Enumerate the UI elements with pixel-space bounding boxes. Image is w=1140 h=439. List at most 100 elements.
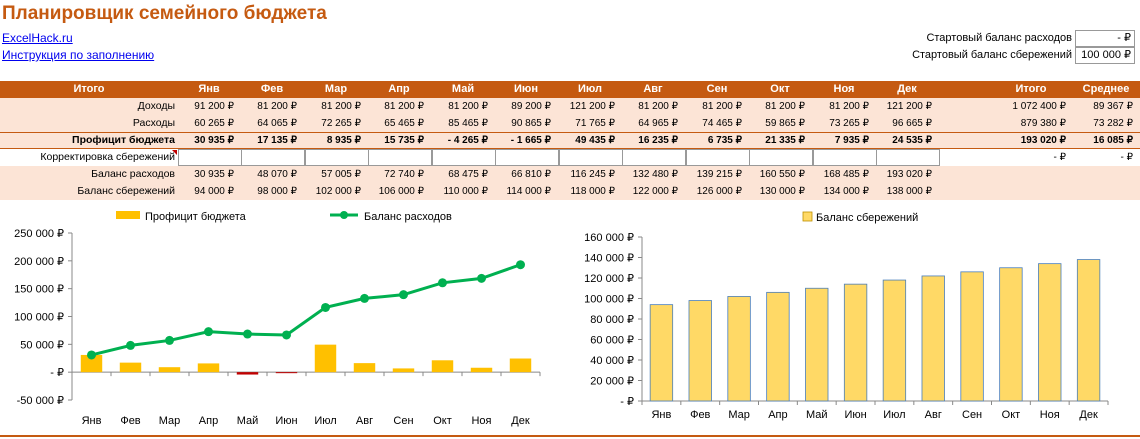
table-cell: 138 000 ₽	[886, 186, 932, 197]
month-header: Авг	[643, 83, 663, 95]
table-row	[0, 132, 1140, 149]
savings-bar	[921, 275, 945, 402]
surplus-bar	[470, 367, 493, 373]
average-header: Среднее	[1082, 83, 1130, 95]
surplus-bar	[392, 368, 415, 373]
table-row	[0, 98, 1140, 115]
adjustment-input[interactable]	[178, 149, 242, 166]
y-tick-label: 60 000 ₽	[590, 335, 634, 347]
month-header: Июн	[514, 83, 538, 95]
table-cell: 74 465 ₽	[702, 118, 742, 129]
table-cell: - 1 665 ₽	[510, 135, 551, 146]
adjustment-input[interactable]	[559, 149, 623, 166]
savings-bar	[1076, 259, 1101, 402]
table-cell: 98 000 ₽	[257, 186, 297, 197]
total-cell: 1 072 400 ₽	[1012, 101, 1066, 112]
savings-bar	[999, 267, 1023, 402]
table-row	[0, 183, 1140, 200]
table-cell: 122 000 ₽	[632, 186, 678, 197]
surplus-bar	[197, 363, 220, 373]
table-cell: 64 065 ₽	[257, 118, 297, 129]
month-header: Дек	[897, 83, 917, 95]
x-tick-label: Май	[237, 415, 259, 427]
comment-marker-icon	[172, 150, 177, 155]
adjustment-input[interactable]	[876, 149, 940, 166]
table-header-bar	[0, 81, 1140, 98]
table-cell: 81 200 ₽	[702, 101, 742, 112]
table-cell: 110 000 ₽	[443, 186, 488, 197]
table-cell: 132 480 ₽	[632, 169, 678, 180]
surplus-bar	[158, 367, 181, 373]
x-tick-label: Апр	[199, 415, 218, 427]
surplus-bar	[80, 354, 103, 373]
x-tick-label: Окт	[1002, 409, 1021, 421]
legend-bar-swatch	[116, 211, 140, 219]
savings-bar	[843, 283, 868, 402]
month-header: Ноя	[833, 83, 855, 95]
expense-balance-point	[204, 327, 213, 337]
table-cell: 65 465 ₽	[384, 118, 424, 129]
table-cell: 160 550 ₽	[759, 169, 805, 180]
average-cell	[1075, 183, 1133, 200]
table-cell: 30 935 ₽	[194, 169, 234, 180]
adjustment-input[interactable]	[241, 149, 305, 166]
expense-balance-point	[399, 290, 408, 300]
start-expenses-input[interactable]: - ₽	[1075, 30, 1135, 47]
adjustment-input[interactable]	[495, 149, 559, 166]
month-header: Мар	[324, 83, 348, 95]
x-tick-label: Июн	[844, 409, 866, 421]
table-cell: 72 265 ₽	[321, 118, 361, 129]
adjustment-input[interactable]	[622, 149, 686, 166]
legend-bar-swatch	[802, 211, 813, 222]
expense-balance-point	[87, 350, 96, 360]
x-tick-label: Ноя	[1040, 409, 1060, 421]
start-savings-input[interactable]: 100 000 ₽	[1075, 47, 1135, 64]
row-label: Доходы	[137, 100, 175, 112]
table-cell: 60 265 ₽	[194, 118, 234, 129]
table-cell: 24 535 ₽	[892, 135, 932, 146]
table-cell: 81 200 ₽	[448, 101, 488, 112]
savings-bar	[882, 279, 907, 402]
row-label: Расходы	[132, 117, 175, 129]
expense-balance-point	[360, 293, 369, 303]
x-tick-label: Мар	[159, 415, 181, 427]
adjustment-input[interactable]	[368, 149, 432, 166]
y-tick-label: -50 000 ₽	[17, 395, 64, 407]
adjustment-input[interactable]	[305, 149, 369, 166]
table-cell: 106 000 ₽	[378, 186, 424, 197]
table-row	[0, 115, 1140, 132]
month-header: Апр	[388, 83, 410, 95]
table-cell: - 4 265 ₽	[447, 135, 488, 146]
adjustment-input[interactable]	[432, 149, 496, 166]
table-cell: 7 935 ₽	[834, 135, 869, 146]
total-header: Итого	[1015, 83, 1047, 95]
table-cell: 94 000 ₽	[194, 186, 234, 197]
month-header: Фев	[260, 83, 284, 95]
savings-bar	[805, 287, 829, 402]
expense-balance-point	[243, 329, 252, 339]
table-cell: 16 235 ₽	[638, 135, 678, 146]
table-cell: 81 200 ₽	[384, 101, 424, 112]
y-tick-label: 100 000 ₽	[14, 312, 64, 324]
month-header: Май	[451, 83, 475, 95]
x-tick-label: Дек	[1079, 409, 1098, 421]
legend-label: Баланс сбережений	[816, 212, 918, 224]
table-cell: 8 935 ₽	[326, 135, 361, 146]
x-tick-label: Мар	[728, 409, 750, 421]
average-cell: 16 085 ₽	[1093, 135, 1133, 146]
adjustment-input[interactable]	[813, 149, 877, 166]
y-tick-label: - ₽	[620, 396, 634, 408]
excelhack-link[interactable]: ExcelHack.ru	[2, 31, 73, 45]
adjustment-input[interactable]	[686, 149, 750, 166]
table-cell: 168 485 ₽	[823, 169, 869, 180]
table-cell: 21 335 ₽	[765, 135, 805, 146]
average-cell: - ₽	[1120, 152, 1133, 163]
y-tick-label: 160 000 ₽	[584, 232, 634, 244]
total-cell: 193 020 ₽	[1020, 135, 1066, 146]
adjustment-input[interactable]	[749, 149, 813, 166]
table-cell: 81 200 ₽	[321, 101, 361, 112]
table-cell: 85 465 ₽	[448, 118, 488, 129]
instructions-link[interactable]: Инструкция по заполнению	[2, 48, 155, 62]
table-cell: 64 965 ₽	[638, 118, 678, 129]
y-tick-label: 140 000 ₽	[584, 253, 634, 265]
